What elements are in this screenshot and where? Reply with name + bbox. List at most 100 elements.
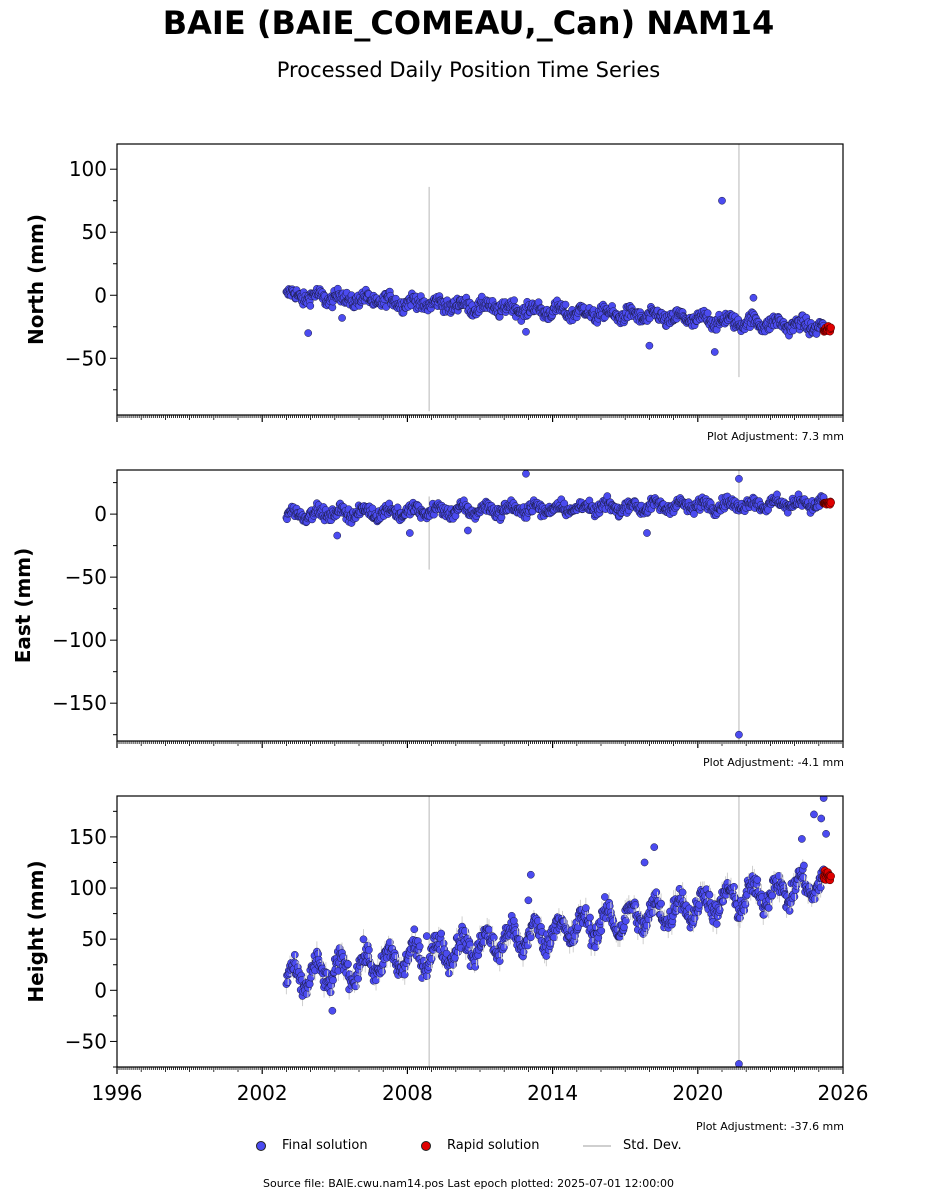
east-x-ticks (116, 741, 844, 748)
east-y-ticks: −150 −100 −50 0 (52, 482, 117, 736)
height-y-tick-label: 100 (69, 876, 107, 900)
height-final-point (427, 954, 436, 963)
height-plot-adjustment: Plot Adjustment: -37.6 mm (696, 1120, 844, 1133)
height-final-point (354, 974, 362, 983)
north-outlier-point (338, 314, 346, 322)
height-x-tick-label: 2002 (237, 1081, 288, 1105)
height-final-point (621, 916, 630, 925)
east-plot-area (282, 470, 835, 741)
height-final-point (329, 976, 337, 985)
height-final-point (526, 933, 535, 942)
height-final-point (620, 923, 628, 932)
height-final-point (422, 972, 431, 981)
east-outlier-point (643, 529, 651, 537)
east-y-axis-label: East (mm) (11, 548, 35, 664)
height-y-ticks: −50 0 50 100 150 (65, 810, 117, 1068)
legend-std-marker (583, 1144, 611, 1147)
height-outlier-point (810, 810, 818, 819)
north-y-tick-label: −50 (65, 346, 107, 370)
north-outlier-point (522, 327, 530, 336)
east-final-points (282, 470, 828, 739)
height-y-tick-label: −50 (65, 1029, 107, 1053)
source-file-note: Source file: BAIE.cwu.nam14.pos Last epo… (263, 1177, 674, 1190)
north-outlier-point (710, 348, 719, 356)
height-panel: −50 0 50 100 150 Height (mm) 1996 2002 2008 2014 2… (24, 795, 868, 1105)
north-y-axis-label: North (mm) (24, 214, 48, 345)
height-final-point (642, 921, 651, 930)
north-y-tick-label: 50 (82, 220, 107, 244)
east-y-tick-label: 0 (94, 502, 107, 526)
north-outlier-point (718, 196, 726, 205)
height-x-ticks (116, 1067, 844, 1074)
north-outlier-point (645, 341, 654, 350)
legend-final-marker (256, 1140, 266, 1151)
north-frame (116, 143, 844, 416)
height-outlier-point (822, 829, 830, 838)
height-final-point (601, 893, 609, 901)
height-final-point (605, 902, 614, 910)
height-outlier-point (422, 932, 431, 940)
height-final-point (719, 897, 728, 906)
height-final-point (730, 882, 738, 891)
east-plot-adjustment: Plot Adjustment: -4.1 mm (703, 756, 844, 769)
height-outlier-point (817, 814, 826, 823)
height-x-tick-label: 2020 (672, 1081, 723, 1105)
height-final-point (485, 925, 493, 934)
height-final-point (657, 899, 665, 908)
height-final-point (800, 861, 808, 870)
height-final-point (678, 888, 687, 897)
east-outlier-point (333, 531, 342, 540)
north-y-tick-label: 100 (69, 157, 107, 181)
height-final-point (597, 926, 606, 935)
east-y-tick-label: −50 (65, 565, 107, 589)
height-final-point (741, 900, 750, 909)
north-outlier-point (749, 293, 758, 302)
height-final-point (359, 935, 368, 944)
legend-final-label: Final solution (282, 1138, 368, 1153)
north-rapid-points (819, 322, 835, 336)
height-final-point (581, 904, 590, 912)
height-final-point (768, 891, 777, 900)
height-final-point (437, 929, 446, 938)
chart-subtitle: Processed Daily Position Time Series (276, 58, 661, 82)
height-outlier-point (819, 796, 828, 802)
height-final-point (764, 904, 773, 912)
height-final-point (753, 875, 762, 884)
height-final-point (400, 970, 409, 979)
legend-rapid: Rapid solution (421, 1138, 539, 1153)
east-outlier-point (464, 526, 472, 535)
north-plot-area (282, 144, 835, 412)
height-y-axis-label: Height (mm) (24, 860, 48, 1002)
north-final-point (561, 300, 570, 309)
height-final-point (500, 943, 508, 952)
time-series-plots: −50 0 50 100 North (mm) −150 −100 −50 0 East (mm)… (11, 143, 868, 1105)
height-final-point (705, 891, 714, 899)
east-rapid-points (819, 497, 835, 509)
north-y-tick-label: 0 (94, 283, 107, 307)
legend-rapid-marker (421, 1140, 431, 1151)
north-final-points (282, 196, 828, 356)
legend-std: Std. Dev. (583, 1138, 682, 1153)
height-final-point (799, 873, 808, 881)
height-outlier-point (640, 858, 649, 867)
height-final-point (523, 941, 532, 950)
height-final-point (410, 925, 419, 934)
height-final-point (631, 901, 640, 909)
east-outlier-point (405, 529, 414, 537)
height-final-point (466, 940, 474, 949)
east-y-tick-label: −150 (52, 691, 107, 715)
north-final-point (510, 296, 518, 305)
east-y-tick-label: −100 (52, 628, 107, 652)
height-final-point (445, 969, 453, 978)
height-outlier-point (510, 916, 518, 925)
north-y-ticks: −50 0 50 100 (65, 157, 117, 391)
height-final-point (550, 933, 558, 942)
legend-rapid-label: Rapid solution (447, 1138, 540, 1153)
north-rapid-point (826, 323, 835, 332)
height-final-point (816, 883, 825, 892)
height-outlier-point (526, 870, 535, 879)
east-outlier-point (735, 730, 743, 739)
height-final-point (489, 933, 498, 942)
height-y-tick-label: 150 (69, 825, 107, 849)
height-outlier-point (328, 1006, 337, 1015)
